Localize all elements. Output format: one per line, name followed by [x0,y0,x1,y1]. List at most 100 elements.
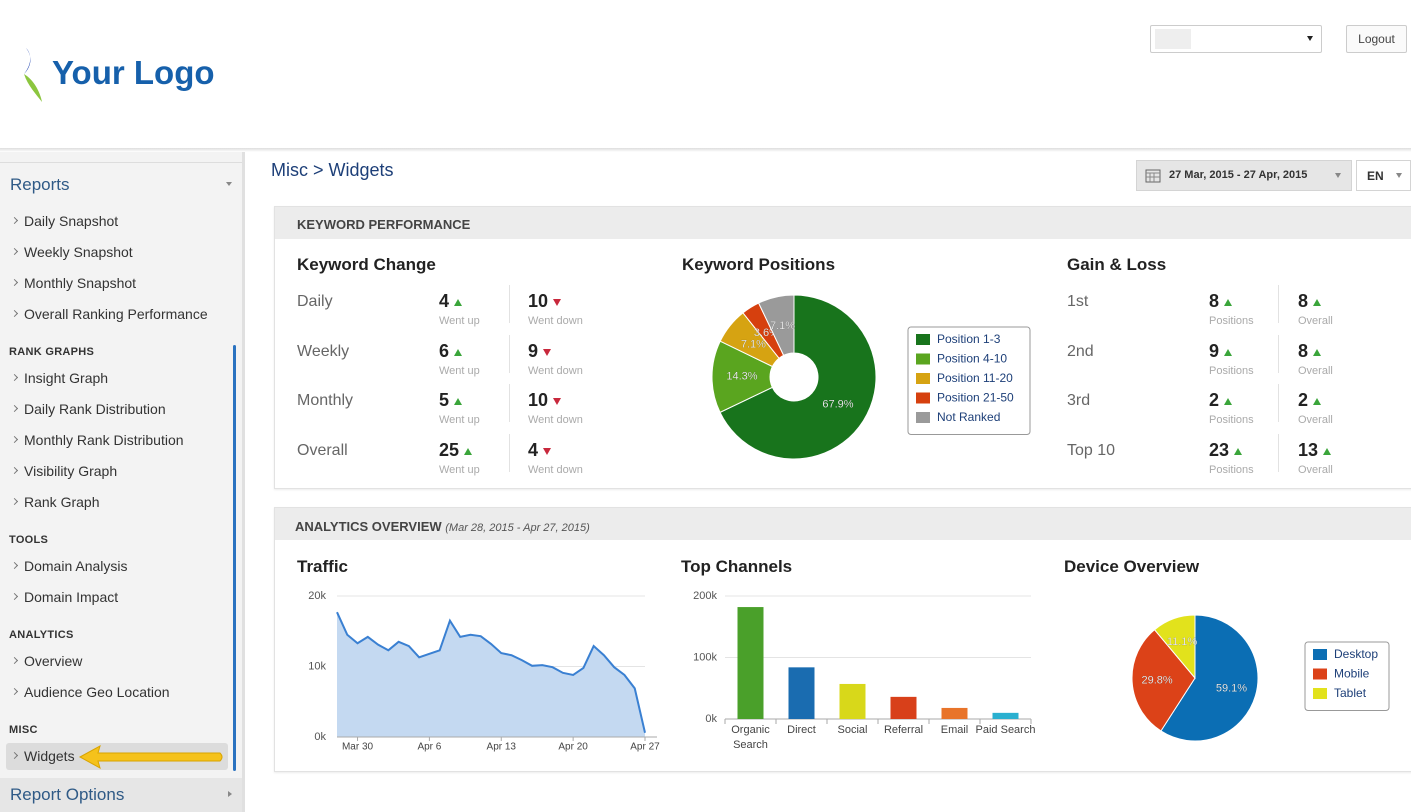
value-note: Went down [528,463,583,476]
calendar-icon [1145,169,1161,183]
value: 13 [1298,439,1319,460]
value-note: Positions [1209,414,1254,426]
separator [1278,285,1279,323]
value: 8 [1298,340,1309,361]
breadcrumb: Misc > Widgets [271,160,394,180]
row-label: Overall [297,441,348,459]
value-note: Positions [1209,364,1254,377]
panel-title: KEYWORD PERFORMANCE [297,217,471,232]
trend-down [543,348,551,356]
chevron [10,497,19,506]
chevron [10,435,19,444]
trend-up [1234,447,1242,455]
value-note: Went down [528,414,583,426]
keyword-performance-panel: KEYWORD PERFORMANCE Keyword Change Daily 4… [274,206,1411,489]
row-label: 1st [1067,293,1089,310]
sidebar-item[interactable]: Monthly Rank Distribution [24,432,184,448]
sidebar-heading: RANK GRAPHS [9,346,95,358]
header-shadow [0,148,1411,152]
value-note: Overall [1298,315,1333,327]
value-note: Went up [439,364,480,377]
value: 9 [1209,340,1220,361]
x-tick-label: Email [940,724,969,736]
trend-up [1313,348,1321,356]
widget-title: Gain & Loss [1067,255,1167,274]
calendar-grid [1146,172,1160,182]
chevron [10,216,19,225]
separator [509,285,510,323]
chevron [10,656,19,665]
logout-button[interactable]: Logout [1346,25,1407,53]
sidebar-title[interactable]: Reports [10,175,70,194]
value: 23 [1209,439,1230,460]
row-label: Daily [297,293,333,310]
x-tick-label: Organic Search [731,724,770,751]
scrollbar [233,345,236,771]
x-tick-label: Referral [883,724,924,736]
language: EN [1367,169,1384,183]
widget-title: Device Overview [1064,557,1200,576]
logo-leaf [24,74,42,102]
date-picker[interactable]: 27 Mar, 2015 - 27 Apr, 2015 [1136,160,1352,191]
trend-down [553,299,561,306]
trend-up [1224,398,1232,405]
sidebar-item[interactable]: Daily Rank Distribution [24,401,166,417]
value: 4 [439,291,450,311]
arrow-shape [78,744,223,770]
date-range: 27 Mar, 2015 - 27 Apr, 2015 [1169,169,1308,181]
trend-up [454,398,462,405]
value-note: Went up [439,315,480,327]
trend-up [464,447,472,455]
sidebar-item[interactable]: Widgets [24,748,75,764]
trend-up [1224,348,1232,356]
sidebar: Reports Report Options Daily Snapshot Wee… [0,152,245,812]
trend-up [454,348,462,356]
expand-arrow [228,791,232,797]
sidebar-item[interactable]: Audience Geo Location [24,684,170,700]
date-arrow [1335,173,1341,178]
value-note: Went up [439,463,480,476]
value-note: Positions [1209,463,1254,476]
value: 9 [528,340,539,361]
value: 6 [439,340,450,361]
sidebar-item[interactable]: Insight Graph [24,370,109,386]
account-select[interactable] [1150,25,1322,53]
sidebar-item[interactable]: Weekly Snapshot [24,244,133,260]
chevron [10,247,19,256]
language-select[interactable]: EN [1356,160,1411,191]
panel-title-text: ANALYTICS OVERVIEW [295,519,442,534]
separator [1278,384,1279,422]
x-tick-label: Social [837,724,868,736]
value-note: Went down [528,364,583,377]
sidebar-item[interactable]: Domain Analysis [24,558,128,574]
row-label: 2nd [1067,342,1094,360]
logo-icon [24,48,42,102]
widget-title: Keyword Change [297,255,436,274]
value: 10 [528,390,549,410]
separator [1278,433,1279,472]
language-arrow [1396,173,1402,178]
trend-up [1323,447,1331,455]
sidebar-item[interactable]: Overview [24,653,83,669]
sidebar-item[interactable]: Rank Graph [24,494,100,510]
trend-down [553,398,561,405]
value: 2 [1298,390,1309,410]
sidebar-item[interactable]: Visibility Graph [24,463,118,479]
sidebar-footer-title[interactable]: Report Options [10,785,125,804]
sidebar-item[interactable]: Domain Impact [24,589,119,605]
sidebar-item[interactable]: Overall Ranking Performance [24,306,208,322]
sidebar-item[interactable]: Monthly Snapshot [24,275,137,291]
sidebar-item[interactable]: Daily Snapshot [24,213,119,229]
trend-up [1313,299,1321,306]
widget-title: Traffic [297,557,349,576]
x-tick-label: Paid Search [975,724,1036,736]
value: 8 [1298,291,1309,311]
value-note: Went down [528,315,583,327]
logo-text: Your Logo [52,54,215,91]
chevron [10,592,19,601]
panel-title: ANALYTICS OVERVIEW (Mar 28, 2015 - Apr 2… [295,519,590,534]
separator [509,433,510,472]
sidebar-heading: TOOLS [9,534,49,546]
value: 8 [1209,291,1220,311]
panel-subtitle: (Mar 28, 2015 - Apr 27, 2015) [445,522,590,534]
